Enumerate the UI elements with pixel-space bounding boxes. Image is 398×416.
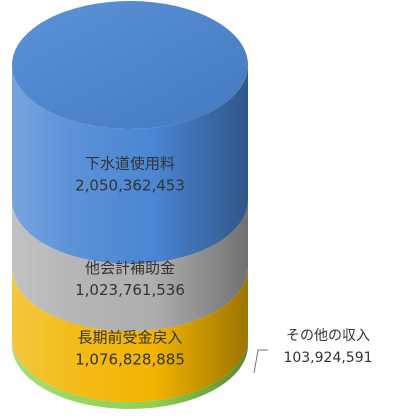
segment-name-label: 長期前受金戻入 [77, 328, 182, 346]
labels-layer: その他の収入 103,924,591 長期前受金戻入 1,076,828,885 他会計… [75, 154, 373, 374]
segments-layer [12, 1, 248, 409]
segment-value-label: 2,050,362,453 [75, 176, 185, 194]
segment-value-label: 1,076,828,885 [75, 350, 185, 368]
segment-1 [12, 267, 248, 403]
segment-name-label: 下水道使用料 [85, 154, 175, 172]
segment-value-label: 103,924,591 [283, 350, 372, 366]
segment-value-label: 1,023,761,536 [75, 281, 185, 299]
segment-name-label: 他会計補助金 [85, 259, 175, 277]
cylinder-top-cap [12, 1, 248, 129]
segment-2 [12, 199, 248, 332]
leader-line [253, 349, 268, 374]
segment-3 [12, 65, 248, 264]
segment-name-label: その他の収入 [286, 328, 370, 344]
